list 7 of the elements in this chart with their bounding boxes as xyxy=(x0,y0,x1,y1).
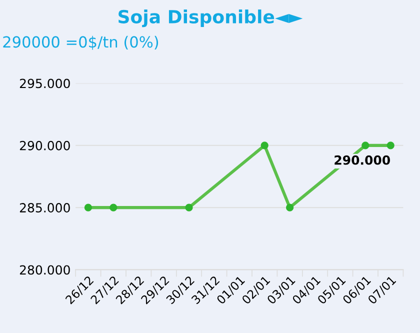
chart-subtitle: 290000 =0$/tn (0%) xyxy=(3,36,158,50)
y-tick-label: 295.000 xyxy=(20,78,70,88)
y-tick-label: 285.000 xyxy=(20,203,70,212)
chart-title: Soja Disponible◄► xyxy=(118,10,303,28)
y-tick-label: 280.000 xyxy=(20,265,70,275)
data-label: 290.000 xyxy=(334,155,390,165)
y-tick-label: 290.000 xyxy=(20,140,70,150)
